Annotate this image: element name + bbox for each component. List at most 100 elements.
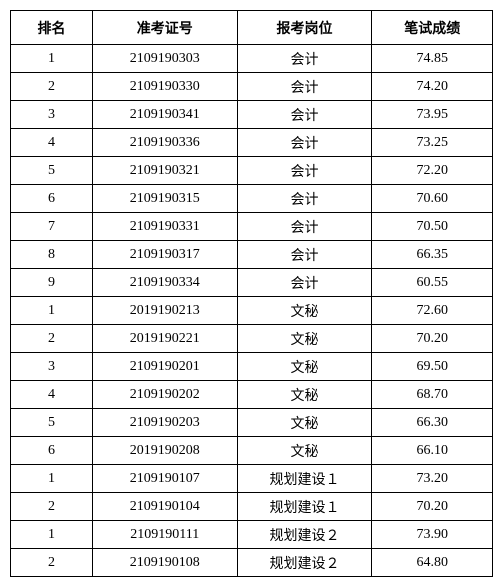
table-cell: 文秘 — [237, 381, 372, 409]
table-cell: 会计 — [237, 213, 372, 241]
table-body: 12109190303会计74.8522109190330会计74.203210… — [11, 45, 493, 577]
table-row: 12109190107规划建设１73.20 — [11, 465, 493, 493]
table-cell: 64.80 — [372, 549, 493, 577]
table-row: 62019190208文秘66.10 — [11, 437, 493, 465]
table-cell: 会计 — [237, 269, 372, 297]
table-cell: 1 — [11, 521, 93, 549]
table-cell: 规划建设２ — [237, 549, 372, 577]
table-row: 22019190221文秘70.20 — [11, 325, 493, 353]
table-row: 52109190321会计72.20 — [11, 157, 493, 185]
table-cell: 规划建设２ — [237, 521, 372, 549]
table-cell: 2109190107 — [92, 465, 237, 493]
table-cell: 文秘 — [237, 409, 372, 437]
table-cell: 会计 — [237, 241, 372, 269]
table-cell: 文秘 — [237, 297, 372, 325]
table-cell: 2109190202 — [92, 381, 237, 409]
table-cell: 66.10 — [372, 437, 493, 465]
table-cell: 60.55 — [372, 269, 493, 297]
table-cell: 会计 — [237, 45, 372, 73]
table-cell: 66.30 — [372, 409, 493, 437]
table-cell: 2109190303 — [92, 45, 237, 73]
table-row: 22109190104规划建设１70.20 — [11, 493, 493, 521]
table-cell: 8 — [11, 241, 93, 269]
table-cell: 70.20 — [372, 325, 493, 353]
table-cell: 7 — [11, 213, 93, 241]
table-cell: 会计 — [237, 101, 372, 129]
table-cell: 2 — [11, 73, 93, 101]
table-cell: 73.25 — [372, 129, 493, 157]
table-cell: 文秘 — [237, 437, 372, 465]
table-cell: 6 — [11, 185, 93, 213]
table-cell: 2109190321 — [92, 157, 237, 185]
table-cell: 72.60 — [372, 297, 493, 325]
table-cell: 会计 — [237, 157, 372, 185]
table-cell: 规划建设１ — [237, 465, 372, 493]
table-cell: 73.20 — [372, 465, 493, 493]
table-cell: 2109190336 — [92, 129, 237, 157]
table-cell: 2109190330 — [92, 73, 237, 101]
table-cell: 69.50 — [372, 353, 493, 381]
table-cell: 70.60 — [372, 185, 493, 213]
table-row: 62109190315会计70.60 — [11, 185, 493, 213]
table-cell: 2019190208 — [92, 437, 237, 465]
table-cell: 2109190317 — [92, 241, 237, 269]
table-cell: 1 — [11, 45, 93, 73]
table-header-row: 排名 准考证号 报考岗位 笔试成绩 — [11, 11, 493, 45]
table-row: 22109190330会计74.20 — [11, 73, 493, 101]
table-row: 12109190111规划建设２73.90 — [11, 521, 493, 549]
table-row: 72109190331会计70.50 — [11, 213, 493, 241]
table-cell: 2109190108 — [92, 549, 237, 577]
table-cell: 2 — [11, 493, 93, 521]
table-cell: 2109190203 — [92, 409, 237, 437]
table-cell: 规划建设１ — [237, 493, 372, 521]
table-row: 22109190108规划建设２64.80 — [11, 549, 493, 577]
table-cell: 72.20 — [372, 157, 493, 185]
table-cell: 2109190201 — [92, 353, 237, 381]
table-cell: 5 — [11, 157, 93, 185]
table-cell: 73.95 — [372, 101, 493, 129]
table-cell: 70.20 — [372, 493, 493, 521]
table-cell: 2019190213 — [92, 297, 237, 325]
results-table: 排名 准考证号 报考岗位 笔试成绩 12109190303会计74.852210… — [10, 10, 493, 577]
table-row: 12109190303会计74.85 — [11, 45, 493, 73]
table-cell: 68.70 — [372, 381, 493, 409]
table-cell: 2109190341 — [92, 101, 237, 129]
table-cell: 2109190111 — [92, 521, 237, 549]
header-score: 笔试成绩 — [372, 11, 493, 45]
table-row: 32109190341会计73.95 — [11, 101, 493, 129]
table-row: 92109190334会计60.55 — [11, 269, 493, 297]
table-cell: 2 — [11, 325, 93, 353]
table-row: 82109190317会计66.35 — [11, 241, 493, 269]
table-cell: 2109190334 — [92, 269, 237, 297]
table-cell: 2109190331 — [92, 213, 237, 241]
table-row: 32109190201文秘69.50 — [11, 353, 493, 381]
table-row: 42109190202文秘68.70 — [11, 381, 493, 409]
table-row: 12019190213文秘72.60 — [11, 297, 493, 325]
header-rank: 排名 — [11, 11, 93, 45]
table-cell: 4 — [11, 129, 93, 157]
table-cell: 2109190104 — [92, 493, 237, 521]
table-cell: 文秘 — [237, 325, 372, 353]
table-cell: 74.85 — [372, 45, 493, 73]
table-cell: 2019190221 — [92, 325, 237, 353]
table-cell: 1 — [11, 465, 93, 493]
table-cell: 74.20 — [372, 73, 493, 101]
table-cell: 会计 — [237, 185, 372, 213]
table-cell: 5 — [11, 409, 93, 437]
table-cell: 1 — [11, 297, 93, 325]
table-cell: 4 — [11, 381, 93, 409]
table-cell: 70.50 — [372, 213, 493, 241]
table-cell: 3 — [11, 353, 93, 381]
table-cell: 文秘 — [237, 353, 372, 381]
table-cell: 会计 — [237, 129, 372, 157]
table-cell: 3 — [11, 101, 93, 129]
table-cell: 2 — [11, 549, 93, 577]
table-cell: 会计 — [237, 73, 372, 101]
table-cell: 66.35 — [372, 241, 493, 269]
table-row: 52109190203文秘66.30 — [11, 409, 493, 437]
table-row: 42109190336会计73.25 — [11, 129, 493, 157]
header-position: 报考岗位 — [237, 11, 372, 45]
header-exam-id: 准考证号 — [92, 11, 237, 45]
table-cell: 2109190315 — [92, 185, 237, 213]
table-cell: 73.90 — [372, 521, 493, 549]
